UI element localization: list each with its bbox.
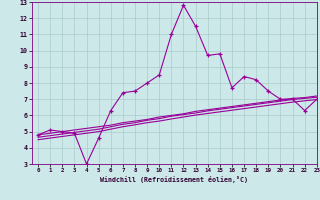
X-axis label: Windchill (Refroidissement éolien,°C): Windchill (Refroidissement éolien,°C) (100, 176, 248, 183)
